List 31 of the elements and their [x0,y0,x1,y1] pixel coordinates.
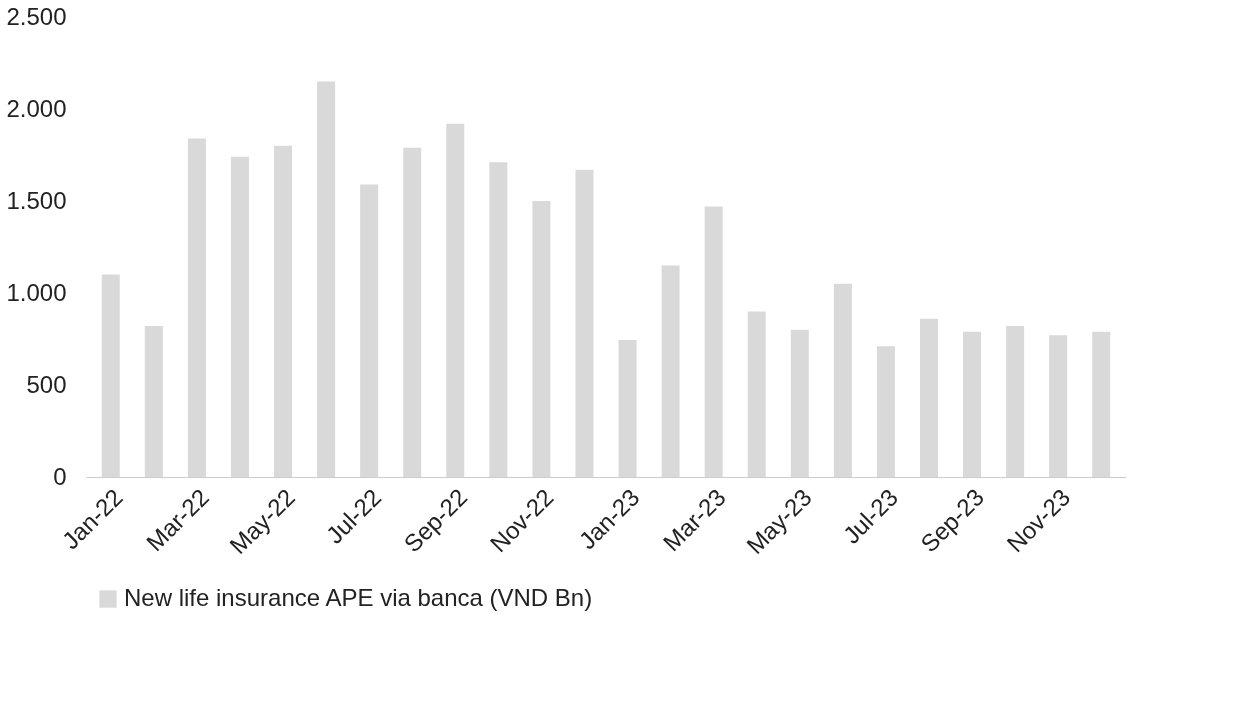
bar [661,265,680,477]
y-tick-label: 2.000 [6,94,67,122]
bar [403,147,422,477]
bar [618,339,637,477]
bar [274,145,293,477]
bar [532,201,551,477]
y-tick-label: 0 [53,462,67,490]
bar [1049,335,1068,477]
y-tick-label: 1.500 [6,186,67,214]
bar [1006,326,1025,477]
bar [919,318,938,477]
bar [1092,331,1111,477]
bar [230,156,249,477]
legend-label: New life insurance APE via banca (VND Bn) [124,584,593,611]
bar [187,138,206,477]
bar [489,162,508,477]
y-tick-label: 500 [26,370,67,398]
y-tick-label: 2.500 [6,2,67,30]
bar [360,184,379,477]
bar [101,274,120,477]
bar [963,331,982,477]
bar [747,311,766,477]
bar [876,346,895,477]
bar [446,123,465,477]
bar [790,329,809,477]
bar [575,169,594,477]
bar [704,206,723,477]
y-tick-label: 1.000 [6,278,67,306]
bar [144,326,163,477]
bar [317,81,336,477]
bar [833,283,852,477]
